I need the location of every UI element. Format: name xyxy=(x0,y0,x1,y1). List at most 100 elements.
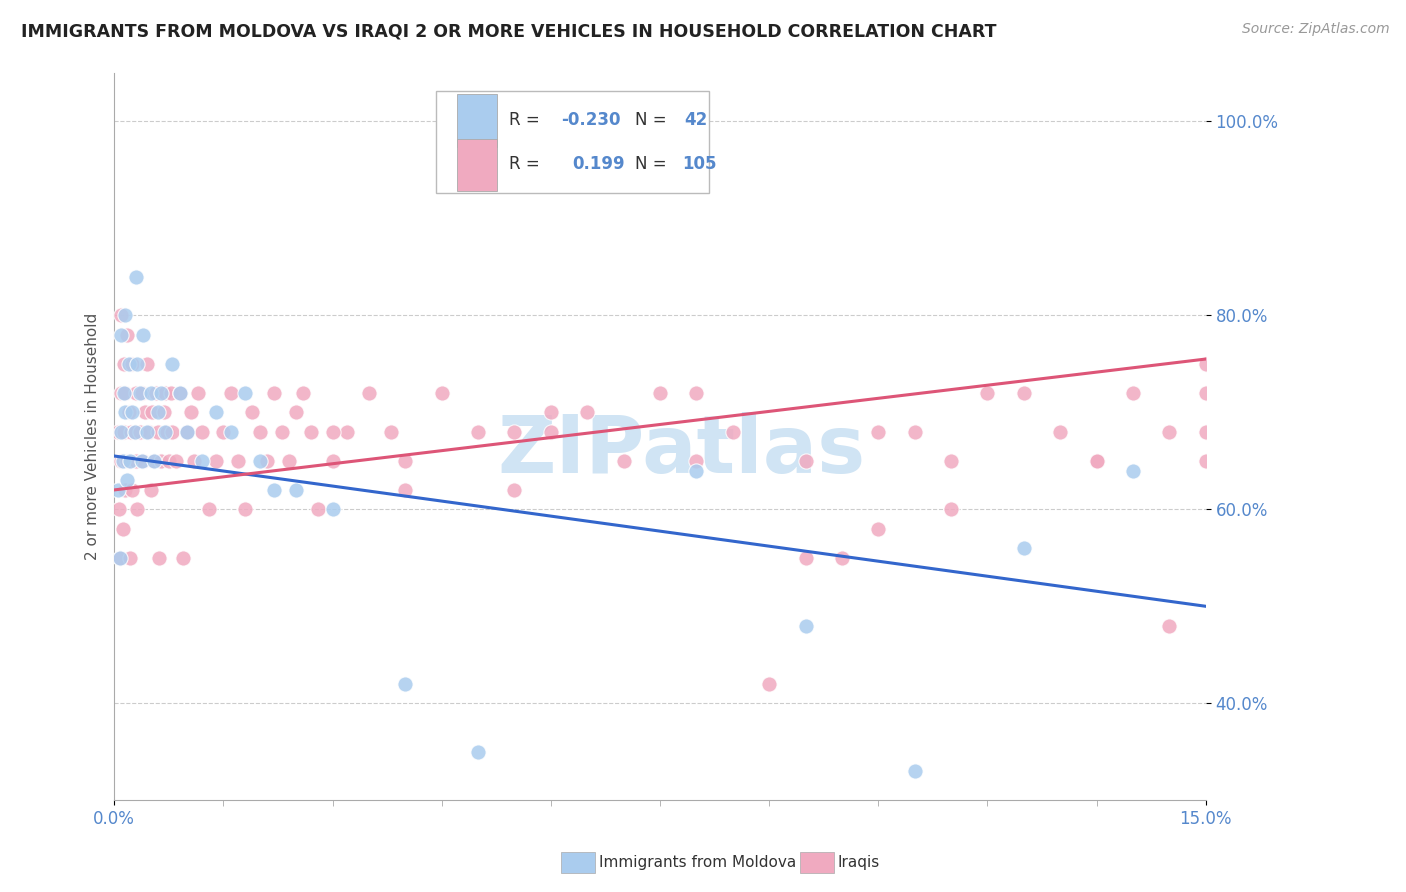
Point xyxy=(110,425,132,439)
Point xyxy=(233,502,256,516)
Point xyxy=(107,425,129,439)
Point xyxy=(132,327,155,342)
Point xyxy=(430,386,453,401)
Text: Immigrants from Moldova: Immigrants from Moldova xyxy=(599,855,796,870)
Text: Iraqis: Iraqis xyxy=(838,855,880,870)
Point xyxy=(299,425,322,439)
Text: 105: 105 xyxy=(682,155,716,173)
Point xyxy=(1085,454,1108,468)
Point xyxy=(169,386,191,401)
Point xyxy=(976,386,998,401)
Text: R =: R = xyxy=(509,111,546,128)
Point xyxy=(127,502,149,516)
Point xyxy=(153,386,176,401)
Point xyxy=(868,425,890,439)
Point xyxy=(165,454,187,468)
Point xyxy=(169,386,191,401)
Point xyxy=(1195,357,1218,371)
Point xyxy=(1195,386,1218,401)
Point xyxy=(172,550,194,565)
Point xyxy=(187,386,209,401)
Text: R =: R = xyxy=(509,155,551,173)
Text: Source: ZipAtlas.com: Source: ZipAtlas.com xyxy=(1241,22,1389,37)
Point xyxy=(121,483,143,497)
Point xyxy=(112,386,135,401)
Point xyxy=(263,483,285,497)
Point xyxy=(831,550,853,565)
Point xyxy=(117,454,139,468)
Point xyxy=(134,405,156,419)
Point xyxy=(128,425,150,439)
Y-axis label: 2 or more Vehicles in Household: 2 or more Vehicles in Household xyxy=(86,313,100,560)
Point xyxy=(249,454,271,468)
Text: N =: N = xyxy=(636,111,672,128)
Point xyxy=(467,425,489,439)
Point xyxy=(121,357,143,371)
Point xyxy=(1012,541,1035,555)
Point xyxy=(118,357,141,371)
Point xyxy=(111,522,134,536)
Point xyxy=(467,745,489,759)
Point xyxy=(157,454,180,468)
Point xyxy=(540,425,562,439)
Text: ZIPatlas: ZIPatlas xyxy=(498,412,866,490)
Point xyxy=(648,386,671,401)
Point xyxy=(380,425,402,439)
Point xyxy=(685,464,707,478)
Point xyxy=(540,405,562,419)
Text: -0.230: -0.230 xyxy=(561,111,620,128)
Point xyxy=(117,473,139,487)
Point xyxy=(219,386,242,401)
Point xyxy=(148,550,170,565)
Point xyxy=(285,405,308,419)
Point xyxy=(1122,464,1144,478)
Point xyxy=(110,454,132,468)
Point xyxy=(190,425,212,439)
Point xyxy=(904,764,927,778)
Point xyxy=(721,425,744,439)
Point xyxy=(183,454,205,468)
Point xyxy=(108,550,131,565)
Point xyxy=(277,454,299,468)
Point xyxy=(205,454,228,468)
Point xyxy=(613,454,636,468)
Point xyxy=(1195,454,1218,468)
Point xyxy=(107,483,129,497)
Point xyxy=(155,425,177,439)
Point xyxy=(139,386,162,401)
Point xyxy=(110,327,132,342)
Point xyxy=(114,483,136,497)
Point xyxy=(685,386,707,401)
Point xyxy=(758,677,780,691)
Point xyxy=(256,454,278,468)
Point xyxy=(136,357,159,371)
Point xyxy=(143,454,166,468)
Point xyxy=(136,425,159,439)
Point xyxy=(226,454,249,468)
Point xyxy=(114,405,136,419)
Point xyxy=(110,309,132,323)
Text: N =: N = xyxy=(636,155,672,173)
Point xyxy=(321,425,343,439)
Point xyxy=(904,425,927,439)
Point xyxy=(162,425,184,439)
Point xyxy=(150,454,173,468)
Point xyxy=(685,454,707,468)
Point xyxy=(794,618,817,632)
Point xyxy=(868,522,890,536)
Point xyxy=(118,405,141,419)
Point xyxy=(939,454,962,468)
Text: 42: 42 xyxy=(683,111,707,128)
Point xyxy=(125,386,148,401)
Point xyxy=(150,386,173,401)
Text: IMMIGRANTS FROM MOLDOVA VS IRAQI 2 OR MORE VEHICLES IN HOUSEHOLD CORRELATION CHA: IMMIGRANTS FROM MOLDOVA VS IRAQI 2 OR MO… xyxy=(21,22,997,40)
FancyBboxPatch shape xyxy=(436,91,709,193)
Point xyxy=(939,502,962,516)
Point xyxy=(110,386,132,401)
Point xyxy=(132,454,155,468)
Point xyxy=(112,425,135,439)
Point xyxy=(125,454,148,468)
Point xyxy=(198,502,221,516)
Point xyxy=(111,454,134,468)
Point xyxy=(1159,425,1181,439)
